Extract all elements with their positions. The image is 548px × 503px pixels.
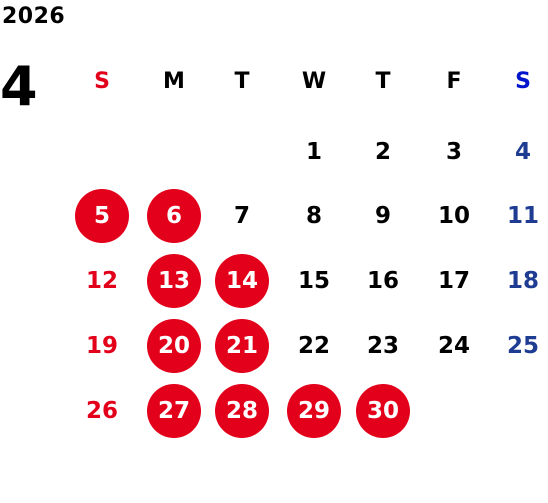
day-25[interactable]: 25	[506, 333, 539, 359]
day-9[interactable]: 9	[374, 203, 391, 229]
highlighted-day-5[interactable]: 5	[75, 189, 129, 243]
weekday-header-0: S	[94, 69, 110, 94]
month-number: 4	[0, 55, 38, 118]
highlighted-day-30[interactable]: 30	[356, 384, 410, 438]
day-17[interactable]: 17	[437, 268, 470, 294]
weekday-header-5: F	[446, 69, 462, 94]
highlighted-day-20[interactable]: 20	[147, 319, 201, 373]
day-22[interactable]: 22	[297, 333, 330, 359]
day-4[interactable]: 4	[514, 139, 531, 165]
day-2[interactable]: 2	[374, 139, 391, 165]
day-24[interactable]: 24	[437, 333, 470, 359]
day-15[interactable]: 15	[297, 268, 330, 294]
day-26[interactable]: 26	[85, 398, 118, 424]
highlighted-day-28[interactable]: 28	[215, 384, 269, 438]
day-16[interactable]: 16	[366, 268, 399, 294]
day-8[interactable]: 8	[305, 203, 322, 229]
day-11[interactable]: 11	[506, 203, 539, 229]
weekday-header-4: T	[375, 69, 391, 94]
day-10[interactable]: 10	[437, 203, 470, 229]
highlighted-day-13[interactable]: 13	[147, 254, 201, 308]
day-7[interactable]: 7	[233, 203, 250, 229]
day-12[interactable]: 12	[85, 268, 118, 294]
day-19[interactable]: 19	[85, 333, 118, 359]
weekday-header-2: T	[234, 69, 250, 94]
weekday-header-1: M	[163, 69, 185, 94]
highlighted-day-21[interactable]: 21	[215, 319, 269, 373]
weekday-header-3: W	[301, 69, 327, 94]
highlighted-day-29[interactable]: 29	[287, 384, 341, 438]
highlighted-day-14[interactable]: 14	[215, 254, 269, 308]
year-label: 2026	[2, 4, 66, 29]
day-23[interactable]: 23	[366, 333, 399, 359]
highlighted-day-27[interactable]: 27	[147, 384, 201, 438]
day-3[interactable]: 3	[445, 139, 462, 165]
highlighted-day-6[interactable]: 6	[147, 189, 201, 243]
day-1[interactable]: 1	[305, 139, 322, 165]
day-18[interactable]: 18	[506, 268, 539, 294]
weekday-header-6: S	[515, 69, 531, 94]
